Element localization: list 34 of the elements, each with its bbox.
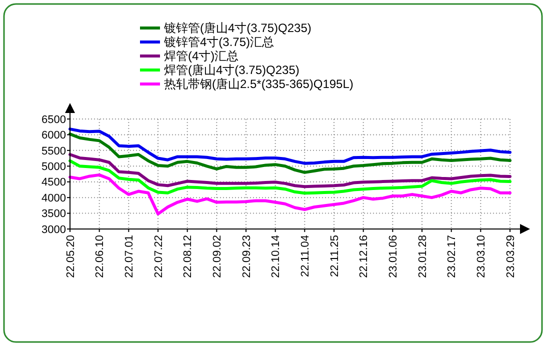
y-tick-label: 3000 (42, 224, 66, 236)
y-tick-label: 6500 (42, 114, 66, 126)
x-tick-label: 22.07.01 (124, 235, 136, 278)
y-tick-label: 6000 (42, 130, 66, 142)
x-tick-label: 23.02.17 (446, 235, 458, 278)
legend-label: 镀锌管(唐山4寸(3.75)Q235) (163, 21, 312, 36)
x-tick-label: 23.03.29 (504, 235, 517, 278)
line-series (68, 153, 512, 188)
x-tick-label: 22.09.23 (240, 235, 253, 278)
x-tick-label: 22.12.16 (358, 235, 370, 278)
line-series (68, 128, 512, 165)
line-series (68, 159, 512, 195)
y-tick-label: 3500 (42, 208, 66, 220)
x-tick-label: 22.09.02 (212, 235, 224, 278)
x-tick-label: 22.11.04 (300, 235, 312, 278)
x-tick-label: 23.01.06 (388, 235, 400, 278)
x-tick-label: 23.01.28 (416, 235, 429, 278)
y-tick-label: 5000 (42, 160, 66, 173)
line-series (68, 173, 512, 216)
x-tick-label: 22.10.14 (270, 235, 282, 278)
legend-label: 镀锌管4寸(3.75)汇总 (163, 35, 274, 50)
x-tick-label: 22.08.12 (182, 235, 194, 278)
legend-label: 热轧带钢(唐山2.5*(335-365)Q195L) (164, 77, 354, 92)
x-tick-label: 22.06.10 (94, 235, 106, 278)
line-series (68, 132, 512, 174)
x-tick-label: 22.05.20 (64, 235, 77, 278)
x-tick-label: 23.03.10 (476, 235, 488, 278)
y-tick-label: 5500 (42, 145, 66, 158)
legend-label: 焊管(唐山4寸(3.75)Q235) (164, 63, 300, 78)
y-tick-label: 4500 (42, 176, 66, 189)
y-tick-label: 4000 (42, 192, 66, 204)
x-tick-label: 22.07.22 (152, 235, 165, 278)
legend-label: 焊管(4寸)汇总 (164, 49, 239, 64)
x-tick-label: 22.11.25 (328, 235, 341, 278)
